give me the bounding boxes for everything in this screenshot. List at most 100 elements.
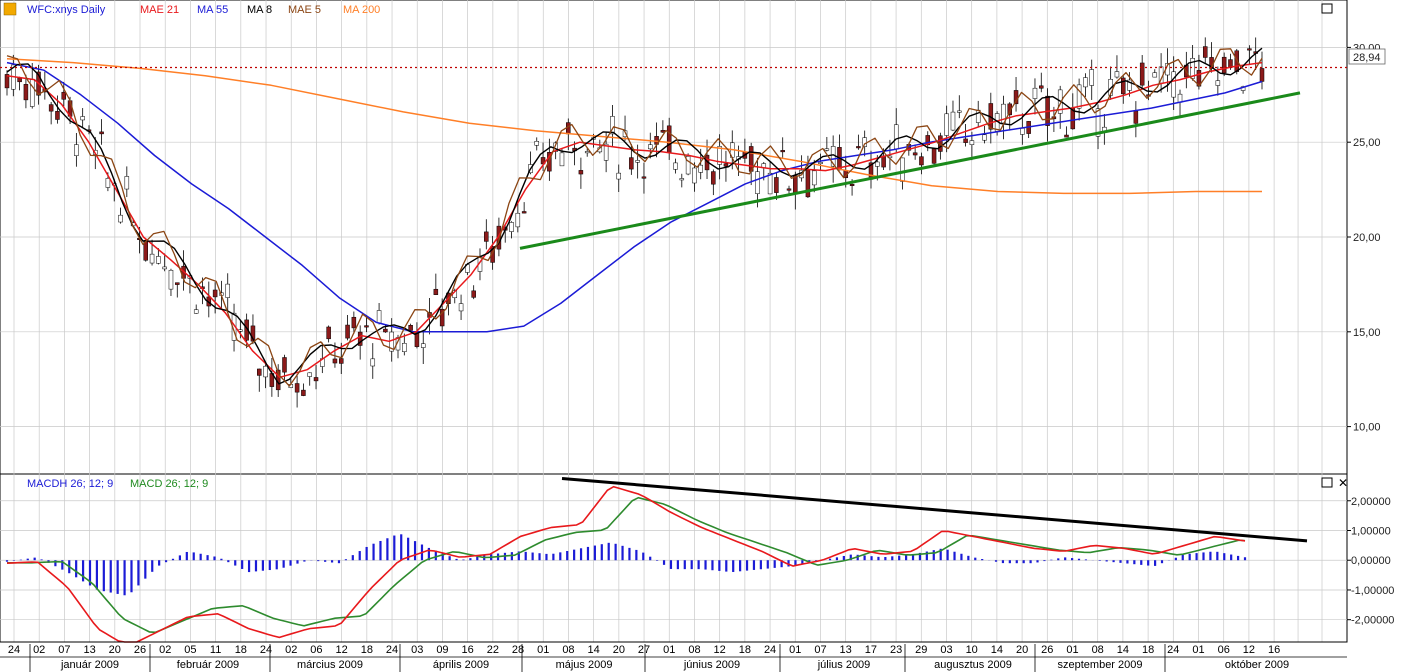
candle-body <box>175 282 180 285</box>
month-label: március 2009 <box>297 659 363 671</box>
ma200-line <box>6 58 1262 195</box>
candle-body <box>919 156 924 166</box>
legend-macd[interactable]: MACD 26; 12; 9 <box>130 478 208 490</box>
date-tick-label: 02 <box>285 644 297 656</box>
last-price-tag: 28,94 <box>1348 48 1386 65</box>
mae21-line <box>6 61 1263 379</box>
candle-body <box>162 266 167 270</box>
candle-body <box>1020 128 1025 135</box>
date-tick-label: 24 <box>386 644 398 656</box>
legend-macdh[interactable]: MACDH 26; 12; 9 <box>27 478 113 490</box>
close-icon[interactable]: ✕ <box>1338 476 1348 490</box>
date-tick-label: 14 <box>991 644 1003 656</box>
candle-body <box>849 183 855 186</box>
legend-ma8[interactable]: MA 8 <box>247 4 272 16</box>
candle-body <box>149 253 155 264</box>
month-label: augusztus 2009 <box>934 659 1012 671</box>
price-axis-label: 10,00 <box>1353 422 1381 434</box>
last-price-label: 28,94 <box>1353 52 1381 64</box>
candle-body <box>616 172 621 180</box>
chart-icon[interactable] <box>3 2 17 16</box>
upper-legend: WFC:xnys Daily MAE 21 MA 55 MA 8 MAE 5 M… <box>3 2 380 16</box>
macd-trendline[interactable] <box>561 476 1308 543</box>
legend-mae21[interactable]: MAE 21 <box>140 4 179 16</box>
date-tick-label: 24 <box>8 644 20 656</box>
candle-body <box>307 372 312 377</box>
maximize-icon[interactable] <box>1321 477 1333 488</box>
candle-body <box>1221 56 1227 74</box>
date-tick-label: 05 <box>184 644 196 656</box>
legend-ma55[interactable]: MA 55 <box>197 4 228 16</box>
date-tick-label: 12 <box>336 644 348 656</box>
candle-body <box>811 170 817 186</box>
candle-body <box>74 144 79 156</box>
candle-body <box>1133 110 1139 124</box>
candle-body <box>774 177 779 193</box>
date-tick-label: 11 <box>210 644 221 656</box>
candle-body <box>1121 77 1126 95</box>
candle-body <box>326 326 331 340</box>
candle-body <box>881 155 886 168</box>
candle-body <box>698 164 703 173</box>
date-tick-label: 23 <box>890 644 902 656</box>
candle-body <box>55 111 60 120</box>
candle-body <box>635 160 640 163</box>
candle-body <box>402 343 407 352</box>
candle-body <box>912 152 918 156</box>
candle-body <box>1007 103 1012 116</box>
maximize-icon[interactable] <box>1321 3 1333 14</box>
date-tick-label: 07 <box>814 644 826 656</box>
signal-line <box>7 496 1246 634</box>
symbol-label[interactable]: WFC:xnys Daily <box>27 4 106 16</box>
legend-mae5[interactable]: MAE 5 <box>288 4 321 16</box>
date-tick-label: 18 <box>1142 644 1154 656</box>
candle-body <box>969 140 975 145</box>
candle-body <box>1202 46 1208 58</box>
candle-body <box>294 383 300 393</box>
candle-body <box>370 358 376 367</box>
macd-axis-label: 1,00000 <box>1351 525 1391 537</box>
candle-body <box>755 171 760 194</box>
candle-body <box>471 290 476 298</box>
candle-body <box>61 91 67 100</box>
date-tick-label: 12 <box>714 644 726 656</box>
candle-body <box>1259 68 1265 82</box>
candle-body <box>685 156 691 175</box>
candle-body <box>1114 71 1120 78</box>
month-label: február 2009 <box>177 659 239 671</box>
price-axis-label: 20,00 <box>1353 232 1381 244</box>
candle-body <box>641 176 647 179</box>
candle-body <box>780 150 785 153</box>
candle-body <box>534 141 539 146</box>
candle-body <box>458 303 464 312</box>
date-tick-label: 01 <box>663 644 675 656</box>
price-axis-label: 25,00 <box>1353 137 1381 149</box>
date-tick-label: 01 <box>1066 644 1078 656</box>
month-label: szeptember 2009 <box>1058 659 1143 671</box>
candle-body <box>824 148 830 151</box>
legend-ma200[interactable]: MA 200 <box>343 4 380 16</box>
date-tick-label: 22 <box>487 644 499 656</box>
candle-body <box>212 289 218 298</box>
date-tick-label: 20 <box>109 644 121 656</box>
candle-body <box>17 77 22 83</box>
candle-body <box>1139 62 1145 86</box>
date-tick-label: 07 <box>58 644 70 656</box>
month-label: május 2009 <box>556 659 613 671</box>
candle-body <box>118 214 123 223</box>
candle-body <box>1095 108 1101 137</box>
date-tick-label: 20 <box>1016 644 1028 656</box>
support-trendline[interactable] <box>519 91 1301 250</box>
macd-layer <box>5 476 1308 643</box>
candle-body <box>332 358 338 364</box>
candle-body <box>1064 134 1069 138</box>
date-tick-label: 10 <box>966 644 978 656</box>
candle-body <box>4 74 10 89</box>
candle-body <box>767 172 773 195</box>
candle-body <box>711 171 716 185</box>
date-tick-label: 17 <box>865 644 877 656</box>
candle-body <box>982 134 987 141</box>
candle-body <box>1127 79 1132 91</box>
candle-body <box>490 246 495 263</box>
month-label: június 2009 <box>683 659 740 671</box>
